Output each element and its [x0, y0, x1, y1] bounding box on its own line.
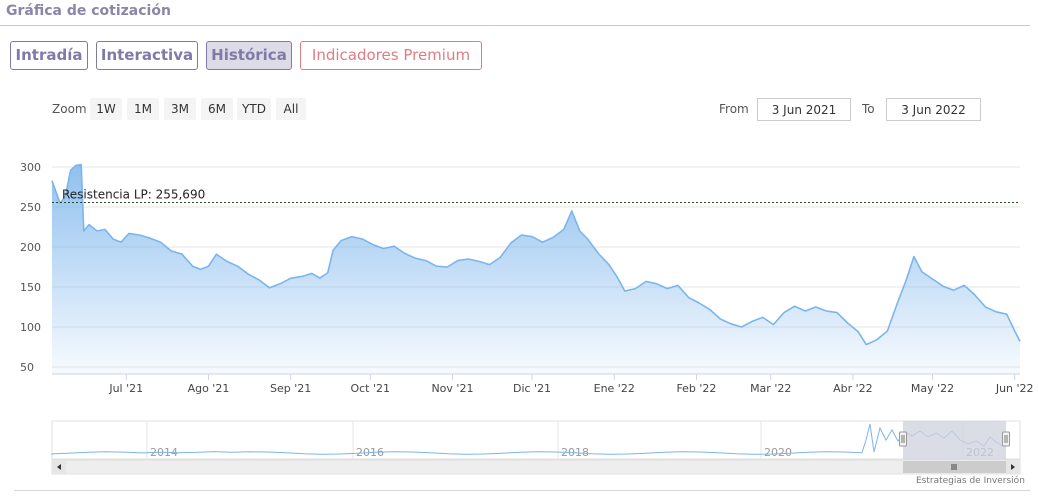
x-tick-label: Oct '21: [350, 382, 390, 395]
tab-intradia[interactable]: Intradía: [10, 41, 88, 70]
y-tick-label: 150: [20, 281, 41, 294]
footer-divider: [14, 490, 1030, 491]
to-date-input[interactable]: [886, 98, 981, 121]
x-tick-label: Sep '21: [270, 382, 311, 395]
zoom-6m-button[interactable]: 6M: [201, 98, 233, 120]
y-tick-label: 50: [20, 361, 34, 374]
y-tick-label: 100: [20, 321, 41, 334]
from-date-input[interactable]: [757, 98, 851, 121]
tab-interactiva[interactable]: Interactiva: [96, 41, 198, 70]
zoom-ytd-button[interactable]: YTD: [237, 98, 271, 120]
resistance-label: Resistencia LP: 255,690: [62, 187, 205, 201]
navigator-selection[interactable]: [903, 421, 1006, 459]
navigator-scrollbar-track[interactable]: [51, 459, 1021, 475]
x-tick-label: Abr '22: [833, 382, 873, 395]
zoom-all-button[interactable]: All: [276, 98, 306, 120]
chart-credit[interactable]: Estrategias de Inversión: [916, 476, 1025, 486]
zoom-3m-button[interactable]: 3M: [164, 98, 196, 120]
tab-historica[interactable]: Histórica: [206, 41, 292, 70]
x-tick-label: Dic '21: [513, 382, 551, 395]
x-tick-label: Jun '22: [995, 382, 1034, 395]
page-title: Gráfica de cotización: [6, 3, 171, 19]
x-tick-label: Feb '22: [676, 382, 716, 395]
scroll-left-icon: [57, 464, 61, 470]
y-tick-label: 300: [20, 161, 41, 174]
price-line: [51, 163, 1021, 346]
from-label: From: [719, 102, 749, 116]
navigator-year-label: 2020: [764, 446, 792, 459]
x-tick-label: May '22: [911, 382, 954, 395]
navigator-left-handle[interactable]: [899, 431, 907, 447]
y-tick-label: 200: [20, 241, 41, 254]
navigator-frame: [51, 420, 1021, 460]
x-tick-label: Ago '21: [188, 382, 230, 395]
x-tick-label: Ene '22: [594, 382, 635, 395]
zoom-1m-button[interactable]: 1M: [127, 98, 159, 120]
zoom-label: Zoom: [52, 102, 87, 116]
tab-indicadores-premium[interactable]: Indicadores Premium: [300, 41, 482, 70]
zoom-1w-button[interactable]: 1W: [90, 98, 122, 120]
x-tick-label: Nov '21: [431, 382, 473, 395]
x-tick-label: Jul '21: [108, 382, 143, 395]
y-tick-label: 250: [20, 201, 41, 214]
header: Gráfica de cotización: [0, 0, 1030, 26]
price-area-fill: [52, 164, 1020, 374]
scroll-right-icon: [1011, 464, 1015, 470]
navigator-right-handle[interactable]: [1002, 431, 1010, 447]
x-tick-label: Mar '22: [750, 382, 791, 395]
to-label: To: [862, 102, 875, 116]
